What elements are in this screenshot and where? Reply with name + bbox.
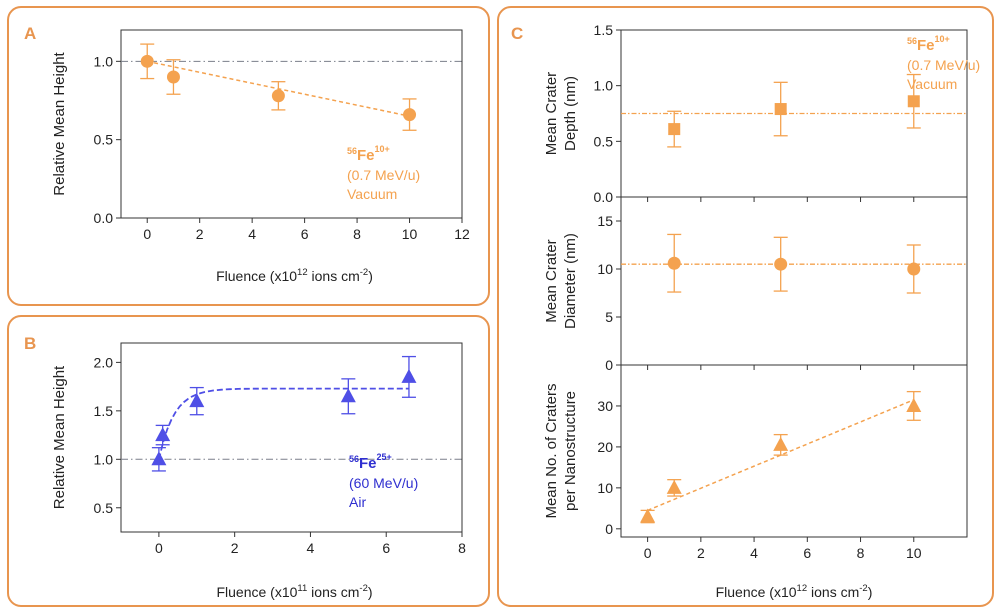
panel-c3-x-tick-label: 8 [857,545,865,561]
panel-b-fit-curve [158,387,409,460]
panel-c1-y-tick-label: 0.5 [594,133,614,149]
panel-c3-x-tick-label: 10 [906,545,922,561]
panel-b-data-point [189,393,205,408]
panel-a-data-point [403,108,417,122]
panel-a-y-tick-label: 1.0 [94,53,114,69]
panel-b-frame [7,315,490,607]
panel-c3-x-tick-label: 0 [644,545,652,561]
panel-c3-y-tick-label: 0 [605,521,613,537]
panel-c3-data-point [906,397,922,412]
panel-b-data-point [340,388,356,403]
panel-c-frame [497,6,994,607]
panel-c1-data-point [774,103,787,116]
panel-c2-y-tick-label: 10 [597,261,613,277]
panel-a-x-tick-label: 10 [402,226,418,242]
panel-c1-environment-label: Vacuum [907,76,957,92]
panel-b-y-tick-label: 0.5 [94,500,114,516]
panel-c3-x-tick-label: 4 [750,545,758,561]
panel-c3-data-point [666,479,682,494]
panel-c3-y-tick-label: 30 [597,398,613,414]
panel-c1-annotation: 56Fe10+ (0.7 MeV/u) Vacuum [907,34,980,92]
panel-b-ion-label: 56Fe25+ [349,452,392,472]
panel-c3-data-point [640,508,656,523]
panel-c1-y-tick-label: 1.5 [594,22,614,38]
panel-b-x-axis-title: Fluence (x1011 ions cm-2) [216,583,372,600]
panel-b-x-tick-label: 6 [382,540,390,556]
panel-c2-y-axis-title-line: Diameter (nm) [562,233,579,329]
panel-b-data-point [401,368,417,383]
panel-b-x-tick-label: 2 [231,540,239,556]
panel-c3-fit-line [647,399,915,512]
panel-b-annotation: 56Fe25+ (60 MeV/u) Air [349,452,418,510]
panel-b-environment-label: Air [349,494,366,510]
panel-a-x-tick-label: 4 [248,226,256,242]
panel-c1-y-tick-label: 1.0 [594,78,614,94]
panel-a-x-tick-label: 6 [301,226,309,242]
panel-c2-y-tick-label: 5 [605,309,613,325]
panel-a-data-point [166,70,180,84]
panel-c2-data-point [907,262,921,276]
panel-a-x-axis-title: Fluence (x1012 ions cm-2) [216,267,373,284]
panel-a-annotation: 56Fe10+ (0.7 MeV/u) Vacuum [347,144,420,202]
panel-c3-y-tick-label: 20 [597,439,613,455]
panel-letter-c: C [511,24,523,43]
panel-c2-data-point [667,256,681,270]
panel-a-data-point [271,89,285,103]
panel-b-y-tick-label: 1.5 [94,403,114,419]
panel-b-data-point [155,427,171,442]
panel-b-y-axis-title: Relative Mean Height [51,365,68,509]
panel-c3-x-axis-title: Fluence (x1012 ions cm-2) [716,583,873,600]
panel-c3-y-tick-label: 10 [597,480,613,496]
panel-b-y-tick-label: 2.0 [94,354,114,370]
panel-c2-plot-frame [620,196,968,366]
panel-a-ion-label: 56Fe10+ [347,144,390,164]
panel-c1-y-axis-title-line: Mean Crater [543,72,560,155]
panel-a-y-axis-title: Relative Mean Height [51,51,68,195]
panel-c2-data-point [774,257,788,271]
panel-a-plot-frame [120,29,463,219]
panel-c3-y-axis-title-line: Mean No. of Craters [543,383,560,518]
panel-c3-y-axis-title-line: per Nanostructure [562,391,579,511]
panel-a-energy-label: (0.7 MeV/u) [347,167,420,183]
panel-c2-y-tick-label: 0 [605,357,613,373]
panel-b-energy-label: (60 MeV/u) [349,475,418,491]
panel-c2-y-tick-label: 15 [597,213,613,229]
panel-a-x-tick-label: 12 [454,226,470,242]
panel-b-x-tick-label: 4 [307,540,315,556]
panel-a-y-tick-label: 0.5 [94,132,114,148]
panel-a-x-tick-label: 0 [143,226,151,242]
panel-c1-data-point [907,95,920,108]
panel-b-data-point [151,451,167,466]
panel-letter-a: A [24,24,36,43]
panel-c2-y-axis-title-line: Mean Crater [543,239,560,322]
panel-letter-b: B [24,334,36,353]
panel-b-x-tick-label: 0 [155,540,163,556]
panel-b-plot-frame [120,342,463,533]
panel-c3-x-tick-label: 2 [697,545,705,561]
panel-c3-plot-frame [620,364,968,538]
panel-c3-x-tick-label: 6 [803,545,811,561]
panel-a-x-tick-label: 2 [196,226,204,242]
panel-b-x-tick-label: 8 [458,540,466,556]
panel-a-frame [7,6,490,306]
panel-a-data-point [140,54,154,68]
panel-a-environment-label: Vacuum [347,186,397,202]
panel-c1-energy-label: (0.7 MeV/u) [907,57,980,73]
panel-a-x-tick-label: 8 [353,226,361,242]
panel-c1-data-point [668,123,681,136]
panel-a-y-tick-label: 0.0 [94,210,114,226]
panel-c1-ion-label: 56Fe10+ [907,34,950,54]
panel-c3-data-point [773,436,789,451]
panel-c1-y-axis-title-line: Depth (nm) [562,76,579,151]
panel-c1-y-tick-label: 0.0 [594,189,614,205]
panel-b-y-tick-label: 1.0 [94,451,114,467]
